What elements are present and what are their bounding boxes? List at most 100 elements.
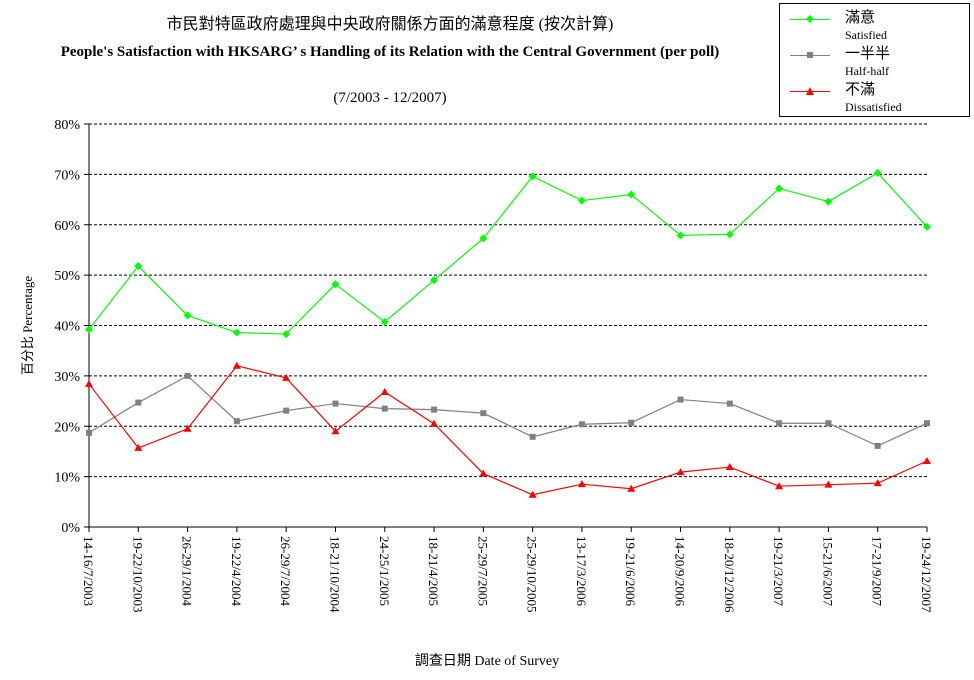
data-point-dissatisfied <box>577 480 586 488</box>
x-tick-label: 24-25/1/2005 <box>377 536 392 606</box>
data-point-dissatisfied <box>232 361 241 369</box>
data-point-dissatisfied <box>676 468 685 476</box>
data-point-satisfied <box>676 231 685 240</box>
x-tick-label: 19-22/4/2004 <box>229 536 244 607</box>
x-tick-label: 14-20/9/2006 <box>673 536 688 607</box>
data-point-dissatisfied <box>725 463 734 471</box>
chart-subtitle: (7/2003 - 12/2007) <box>333 90 447 106</box>
legend-marker-half-half <box>807 52 813 58</box>
legend-marker-satisfied <box>806 15 814 23</box>
legend-item-half-half: 一半半 Half-half <box>790 46 970 80</box>
x-tick-label: 17-21/9/2007 <box>870 536 885 607</box>
x-tick-label: 15-21/6/2007 <box>820 536 835 607</box>
y-tick-label: 80% <box>54 118 80 133</box>
x-tick-label: 25-29/10/2005 <box>525 536 540 613</box>
y-tick-label: 0% <box>61 521 80 536</box>
x-tick-label: 14-16/7/2003 <box>81 536 96 606</box>
data-point-satisfied <box>873 168 882 177</box>
data-point-half-half <box>381 405 388 412</box>
series-line-satisfied <box>88 172 928 335</box>
data-point-satisfied <box>627 190 636 199</box>
data-point-half-half <box>86 429 92 436</box>
chart-title: People's Satisfaction with HKSARG’ s Han… <box>60 44 720 60</box>
data-point-dissatisfied <box>134 443 143 451</box>
x-axis-label: 調查日期 Date of Survey <box>414 654 560 669</box>
data-point-half-half <box>726 400 733 407</box>
legend: 滿意 Satisfied 一半半 Half-half 不滿 Dissatisfi… <box>779 3 970 117</box>
data-point-satisfied <box>923 222 931 231</box>
data-point-half-half <box>628 419 635 426</box>
data-point-satisfied <box>824 197 833 206</box>
y-tick-label: 30% <box>54 370 80 385</box>
x-tick-label: 18-20/12/2006 <box>722 536 737 613</box>
data-point-satisfied <box>479 234 488 243</box>
legend-item-dissatisfied: 不滿 Dissatisfied <box>790 82 970 116</box>
data-point-satisfied <box>183 311 192 320</box>
data-point-dissatisfied <box>923 457 931 465</box>
x-tick-label: 25-29/7/2005 <box>475 536 490 606</box>
data-point-satisfied <box>380 317 389 326</box>
data-point-half-half <box>677 396 684 403</box>
y-tick-label: 60% <box>54 219 80 234</box>
legend-sublabel-dissatisfied: Dissatisfied <box>845 100 902 114</box>
legend-label-half-half: 一半半 <box>845 46 891 62</box>
x-tick-label: 19-21/3/2007 <box>771 536 786 607</box>
data-point-half-half <box>776 420 783 427</box>
data-point-dissatisfied <box>873 479 882 487</box>
x-tick-label: 19-24/12/2007 <box>919 536 934 613</box>
data-point-half-half <box>578 421 585 428</box>
data-point-half-half <box>874 442 881 449</box>
x-tick-label: 26-29/1/2004 <box>180 536 195 607</box>
y-tick-label: 50% <box>54 269 80 284</box>
x-tick-label: 18-21/4/2005 <box>426 536 441 606</box>
data-point-half-half <box>135 399 142 406</box>
data-point-satisfied <box>528 172 537 181</box>
data-point-half-half <box>184 372 191 379</box>
data-point-satisfied <box>430 276 439 285</box>
data-point-satisfied <box>85 325 93 334</box>
x-tick-label: 19-21/6/2006 <box>623 536 638 607</box>
data-point-dissatisfied <box>183 424 192 432</box>
data-point-satisfied <box>232 328 241 337</box>
data-point-satisfied <box>331 280 340 289</box>
x-tick-label: 18-21/10/2004 <box>327 536 342 613</box>
data-point-half-half <box>332 400 339 407</box>
data-point-satisfied <box>282 330 291 339</box>
data-point-dissatisfied <box>824 480 833 488</box>
data-point-satisfied <box>775 184 784 193</box>
legend-label-satisfied: 滿意 <box>845 10 876 26</box>
data-point-dissatisfied <box>85 379 93 387</box>
data-point-dissatisfied <box>430 419 439 427</box>
data-point-dissatisfied <box>627 484 636 492</box>
data-point-half-half <box>529 433 536 440</box>
x-tick-label: 19-22/10/2003 <box>130 536 145 613</box>
data-point-dissatisfied <box>380 387 389 395</box>
data-point-half-half <box>283 407 290 414</box>
chart-title-zh: 市民對特區政府處理與中央政府關係方面的滿意程度 (按次計算) <box>166 16 614 33</box>
legend-label-dissatisfied: 不滿 <box>845 82 876 98</box>
data-point-dissatisfied <box>775 482 784 490</box>
x-tick-label: 26-29/7/2004 <box>278 536 293 607</box>
data-point-half-half <box>480 410 487 417</box>
data-point-dissatisfied <box>528 490 537 498</box>
series-line-dissatisfied <box>88 365 928 496</box>
series-line-half-half <box>88 375 928 447</box>
y-axis-label: 百分比 Percentage <box>20 276 35 376</box>
data-point-half-half <box>924 420 930 427</box>
y-tick-label: 20% <box>54 420 80 435</box>
y-tick-label: 10% <box>54 471 80 486</box>
legend-sublabel-half-half: Half-half <box>845 64 889 78</box>
legend-marker-dissatisfied <box>806 87 814 95</box>
data-point-dissatisfied <box>331 427 340 435</box>
x-tick-label: 13-17/3/2006 <box>574 536 589 607</box>
y-tick-label: 40% <box>54 320 80 335</box>
data-point-half-half <box>233 418 240 425</box>
data-point-dissatisfied <box>479 469 488 477</box>
data-point-satisfied <box>134 262 143 271</box>
data-point-dissatisfied <box>282 373 291 381</box>
data-point-half-half <box>431 406 438 413</box>
data-point-satisfied <box>577 196 586 205</box>
legend-item-satisfied: 滿意 Satisfied <box>790 10 970 44</box>
legend-sublabel-satisfied: Satisfied <box>845 28 887 42</box>
